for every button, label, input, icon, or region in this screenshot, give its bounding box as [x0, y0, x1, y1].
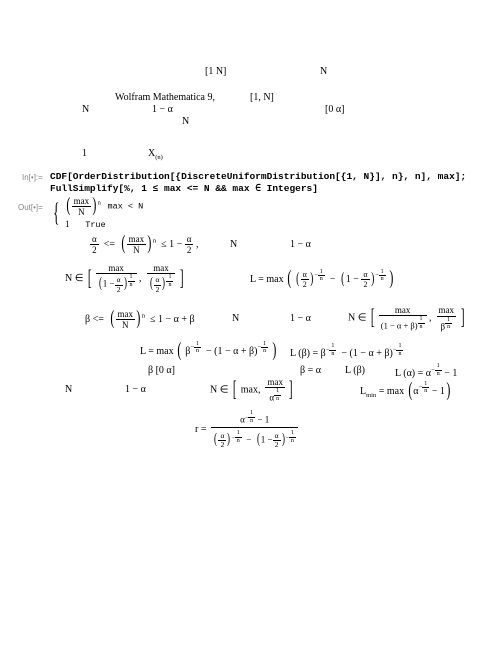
text-line-3b: 1 − α — [152, 104, 173, 115]
block-B-right: L = max ( (α2)−1n − (1 − α2)−1n ) — [250, 268, 395, 291]
block-E-eq: β = α — [300, 365, 321, 376]
block-B-left: N ∈ [ max (1 −α2)1n , max (α2)1n ] — [65, 263, 185, 294]
text: [1 N] — [205, 66, 226, 77]
block-F-Lmin: Lmin = max (α−1n − 1) — [360, 380, 452, 403]
text-line-5b: X(n) — [148, 148, 163, 161]
text-line-4: N — [182, 116, 189, 127]
out-expr: { (maxN)n max < N 1 True — [50, 195, 143, 230]
block-F-conf: 1 − α — [125, 384, 146, 395]
block-E-range: β [0 α] — [148, 365, 175, 376]
block-E-Lb: L (β) — [345, 365, 365, 376]
out-label: Out[•]= — [18, 203, 43, 212]
text-line-5a: 1 — [82, 148, 87, 159]
in-code-1: CDF[OrderDistribution[{DiscreteUniformDi… — [50, 171, 466, 182]
in-label: In[•]:= — [22, 173, 43, 182]
block-R: r = α−1n − 1 (α2)−1n − (1 −α2)−1n — [195, 410, 298, 450]
text: Wolfram Mathematica 9, — [115, 92, 215, 103]
block-C-N: N — [232, 313, 239, 324]
text: N — [320, 66, 327, 77]
block-E-La: L (α) = α−1n − 1 — [395, 363, 457, 379]
text-line-1b: N — [320, 66, 327, 77]
block-F-interval: N ∈ [ max, max α1n ] — [210, 377, 295, 403]
block-F-N: N — [65, 384, 72, 395]
text-line-3a: N — [82, 104, 89, 115]
text-line-1: [1 N] — [205, 66, 226, 77]
block-D-left: L = max ( β−1n − (1 − α + β)−1n ) — [140, 340, 277, 363]
block-C-interval: N ∈ [ max (1 − α + β)1n , max β1n ] — [348, 305, 466, 332]
block-C-tail: 1 − α — [290, 313, 311, 324]
in-code-2: FullSimplify[%, 1 ≤ max <= N && max ∈ In… — [50, 183, 318, 194]
block-C-ineq: β <= (maxN)n ≤ 1 − α + β — [85, 308, 195, 331]
text-line-3c: [0 α] — [325, 104, 344, 115]
text-line-2: Wolfram Mathematica 9, — [115, 92, 215, 103]
block-D-right: L (β) = β−1n − (1 − α + β)−1n — [290, 343, 403, 359]
ineq-A-tail: 1 − α — [290, 239, 311, 250]
ineq-A: α2 <= (maxN)n ≤ 1 − α2 , — [90, 233, 198, 256]
text: [1, N] — [250, 92, 274, 103]
text-line-2b: [1, N] — [250, 92, 274, 103]
ineq-A-N: N — [230, 239, 237, 250]
